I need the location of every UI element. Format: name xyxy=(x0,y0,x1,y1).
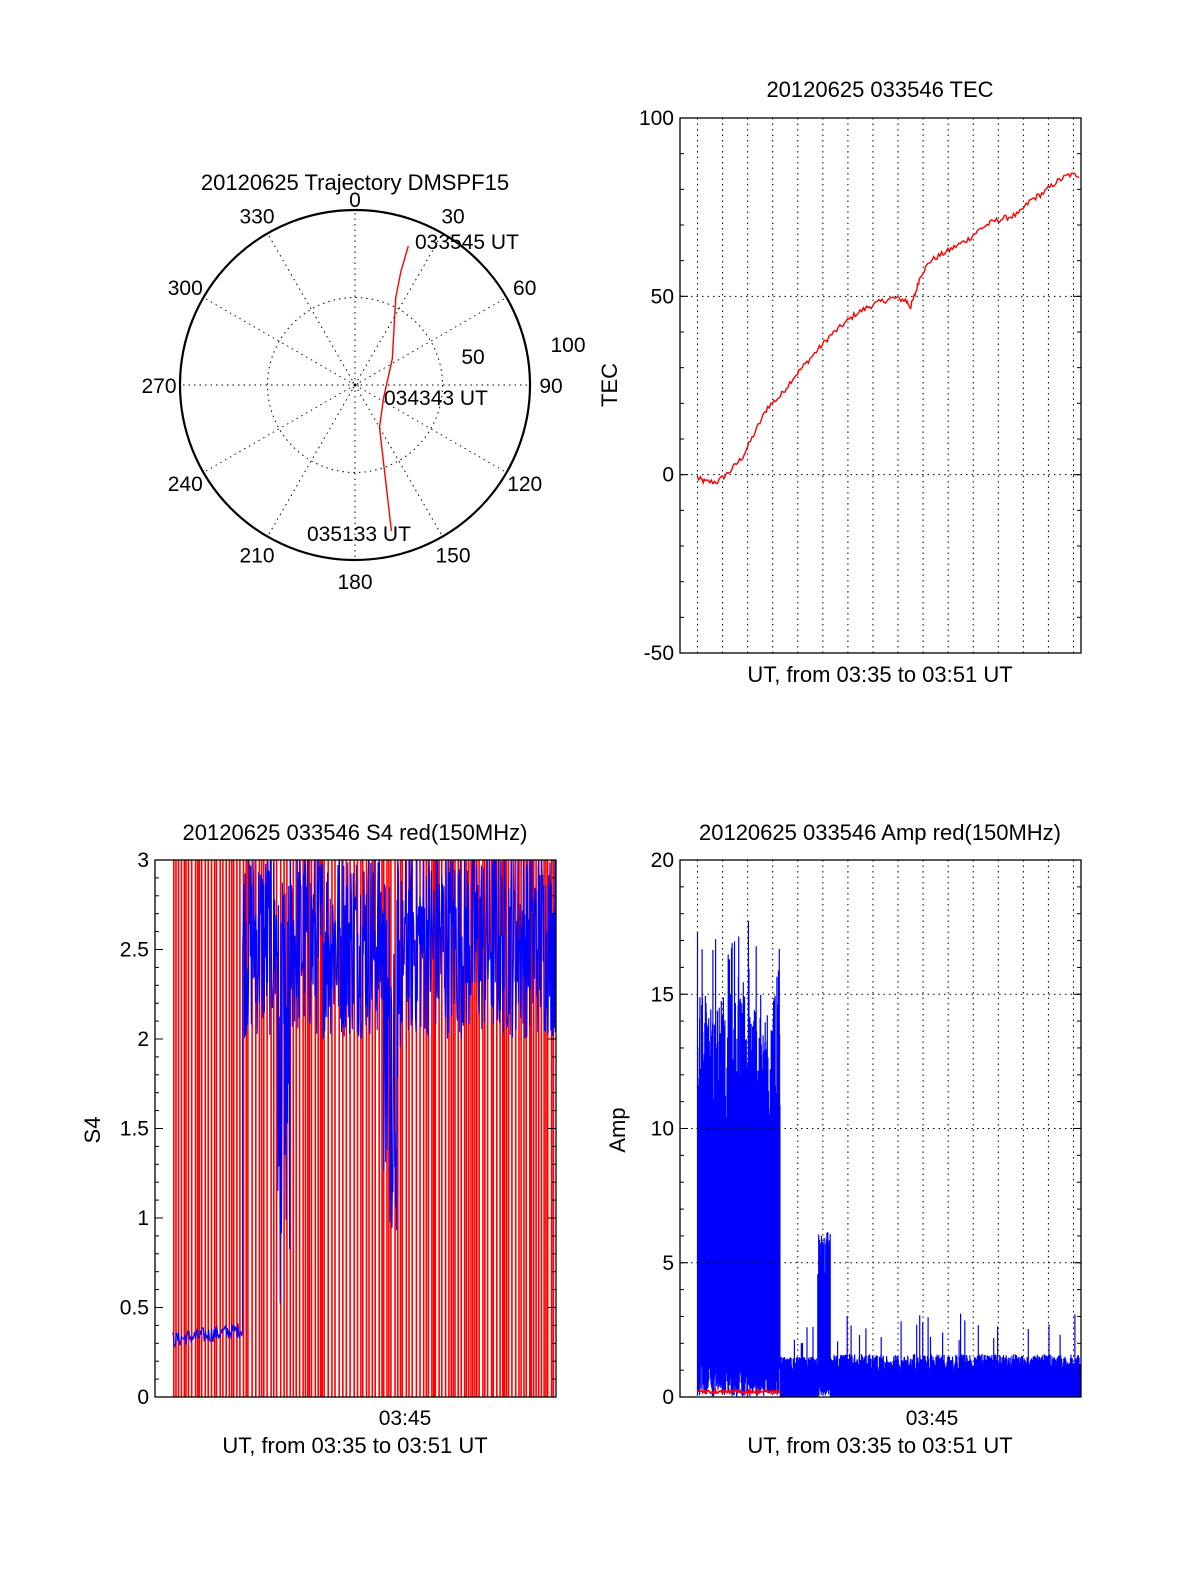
tec-title: 20120625 033546 TEC xyxy=(766,77,993,102)
polar-angle-label-180: 180 xyxy=(337,571,372,594)
polar-angle-label-0: 0 xyxy=(349,189,361,212)
polar-angle-label-150: 150 xyxy=(435,545,470,568)
polar-spoke-240 xyxy=(203,384,356,473)
amp-plot-frame xyxy=(679,859,1082,1398)
amp-blue-series xyxy=(696,920,1081,1397)
s4-panel: 20120625 033546 S4 red(150MHz) 0 0.5 1 1.5 2… xyxy=(80,820,557,1458)
ytick-label: 0 xyxy=(137,1386,149,1409)
ytick-label: 1 xyxy=(137,1207,149,1230)
polar-center-dot xyxy=(351,381,359,389)
ytick-label: 1.5 xyxy=(120,1118,149,1141)
s4-xlabel: UT, from 03:35 to 03:51 UT xyxy=(222,1433,487,1458)
s4-plot-frame xyxy=(154,859,557,1398)
tec-xlabel: UT, from 03:35 to 03:51 UT xyxy=(747,662,1012,687)
annotation-end: 035133 UT xyxy=(307,523,411,546)
ytick-label: 0.5 xyxy=(120,1297,149,1320)
polar-spoke-210 xyxy=(267,384,356,537)
ytick-label: 20 xyxy=(651,849,674,872)
ytick-label: 0 xyxy=(662,1386,674,1409)
polar-angle-label-330: 330 xyxy=(239,205,274,228)
ytick-label: 2 xyxy=(137,1028,149,1051)
polar-spoke-330 xyxy=(267,233,356,386)
polar-angle-label-120: 120 xyxy=(507,473,542,496)
s4-xtick-0345: 03:45 xyxy=(379,1407,432,1430)
ytick-label: 0 xyxy=(662,464,674,487)
polar-title: 20120625 Trajectory DMSPF15 xyxy=(201,170,509,195)
ytick-label: 5 xyxy=(662,1252,674,1275)
polar-radial-label-50: 50 xyxy=(461,346,484,369)
amp-xtick-0345: 03:45 xyxy=(906,1407,959,1430)
polar-spoke-60 xyxy=(354,297,507,386)
ytick-label: 2.5 xyxy=(120,939,149,962)
tec-series-line xyxy=(696,172,1080,486)
s4-blue-series xyxy=(171,860,556,1349)
polar-angle-label-210: 210 xyxy=(239,545,274,568)
amp-xlabel: UT, from 03:35 to 03:51 UT xyxy=(747,1433,1012,1458)
ytick-label: 50 xyxy=(651,285,674,308)
s4-ylabel: S4 xyxy=(80,1117,105,1144)
polar-outer-circle xyxy=(178,208,532,562)
ytick-label: 100 xyxy=(639,107,674,130)
polar-angle-label-300: 300 xyxy=(168,277,203,300)
polar-radial-label-100: 100 xyxy=(550,334,585,357)
ytick-label: 3 xyxy=(137,849,149,872)
s4-title: 20120625 033546 S4 red(150MHz) xyxy=(183,820,528,845)
annotation-start: 033545 UT xyxy=(415,231,519,254)
ytick-label: -50 xyxy=(644,642,674,665)
tec-ylabel: TEC xyxy=(597,363,622,407)
polar-ring-50 xyxy=(267,297,443,473)
polar-angle-label-270: 270 xyxy=(141,375,176,398)
polar-trajectory-panel: 20120625 Trajectory DMSPF15 0 30 60 90 120 15… xyxy=(141,170,585,594)
ytick-label: 15 xyxy=(651,983,674,1006)
amp-ylabel: Amp xyxy=(605,1107,630,1152)
ytick-label: 10 xyxy=(651,1118,674,1141)
amp-red-series xyxy=(697,1387,781,1397)
tec-plot-frame xyxy=(679,117,1082,654)
tec-panel: 20120625 033546 TEC -50 0 50 100 UT, from 0… xyxy=(597,77,1082,687)
trajectory-line xyxy=(378,245,409,532)
polar-angle-label-90: 90 xyxy=(539,375,562,398)
amp-panel: 20120625 033546 Amp red(150MHz) 0 5 10 15 20… xyxy=(605,820,1082,1458)
polar-angle-label-30: 30 xyxy=(441,205,464,228)
polar-angle-label-240: 240 xyxy=(168,473,203,496)
annotation-mid: 034343 UT xyxy=(384,387,488,410)
amp-title: 20120625 033546 Amp red(150MHz) xyxy=(699,820,1061,845)
polar-angle-label-60: 60 xyxy=(513,277,536,300)
